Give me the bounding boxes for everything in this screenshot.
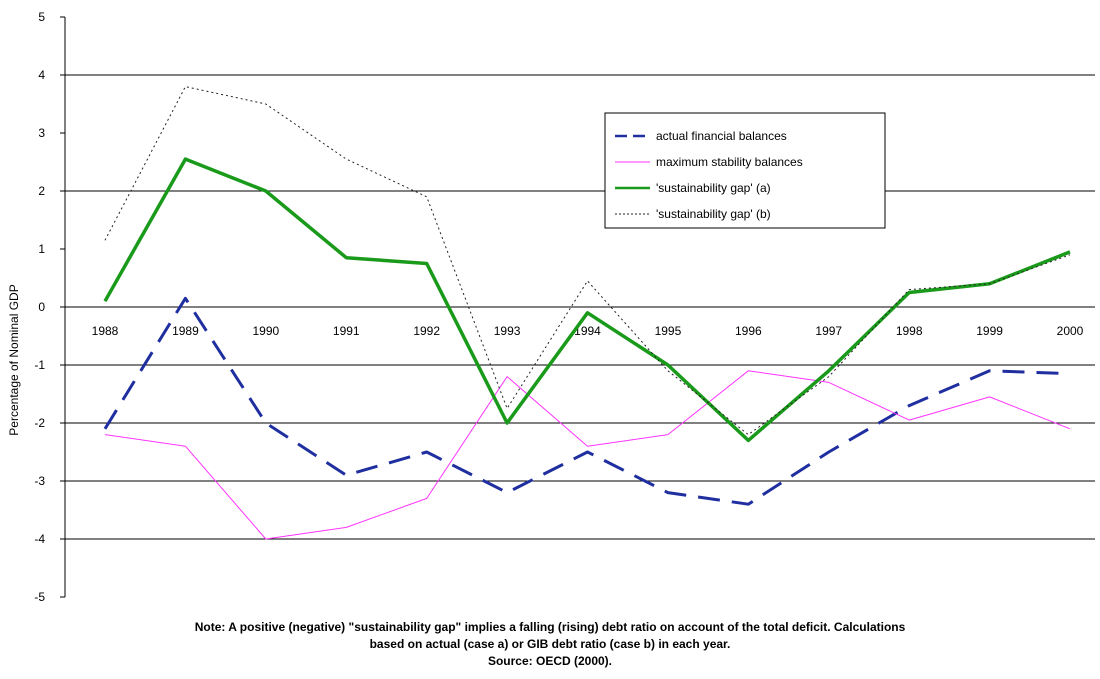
y-axis-label: Percentage of Nominal GDP <box>7 284 21 435</box>
x-tick-label: 1998 <box>896 324 923 338</box>
y-tick-label: 5 <box>38 10 45 24</box>
x-tick-label: 1992 <box>413 324 440 338</box>
legend-label-4: 'sustainability gap' (b) <box>656 207 771 221</box>
gridlines <box>65 74 1095 540</box>
x-tick-label: 1994 <box>574 324 601 338</box>
series-line-2 <box>104 370 1071 540</box>
legend: actual financial balances maximum stabili… <box>604 112 886 229</box>
y-tick-label: 2 <box>38 184 45 198</box>
legend-box <box>604 112 886 229</box>
series-line-1 <box>103 296 1071 506</box>
y-tick-label: 4 <box>38 68 45 82</box>
y-tick-label: -4 <box>34 532 45 546</box>
x-tick-label: 2000 <box>1057 324 1084 338</box>
y-tick-label: -1 <box>34 358 45 372</box>
legend-label-2: maximum stability balances <box>656 155 803 169</box>
legend-label-1: actual financial balances <box>656 129 787 143</box>
y-tick-label: 0 <box>38 300 45 314</box>
x-tick-label: 1989 <box>172 324 199 338</box>
y-tick-label: -3 <box>34 474 45 488</box>
legend-label-3: 'sustainability gap' (a) <box>656 181 771 195</box>
y-tick-label: -2 <box>34 416 45 430</box>
footnote-line-1: Note: A positive (negative) "sustainabil… <box>194 620 906 634</box>
y-tick-labels: 5 4 3 2 1 0 -1 -2 -3 -4 -5 <box>34 10 65 604</box>
source-note: Source: OECD (2000). <box>487 654 613 668</box>
series-line-4 <box>104 86 1071 436</box>
x-tick-label: 1999 <box>976 324 1003 338</box>
x-tick-label: 1997 <box>815 324 842 338</box>
footnote-line-2: based on actual (case a) or GIB debt rat… <box>369 637 731 651</box>
x-tick-label: 1996 <box>735 324 762 338</box>
y-tick-label: -5 <box>34 590 45 604</box>
x-tick-label: 1990 <box>252 324 279 338</box>
x-tick-label: 1988 <box>92 324 119 338</box>
x-tick-label: 1991 <box>333 324 360 338</box>
x-tick-label: 1995 <box>655 324 682 338</box>
y-tick-label: 1 <box>38 242 45 256</box>
series-lines <box>103 86 1071 540</box>
x-tick-labels: 1988 1989 1990 1991 1992 1993 1994 1995 1996 1997… <box>92 324 1084 338</box>
x-tick-label: 1993 <box>494 324 521 338</box>
series-line-3 <box>103 157 1071 443</box>
y-tick-label: 3 <box>38 126 45 140</box>
